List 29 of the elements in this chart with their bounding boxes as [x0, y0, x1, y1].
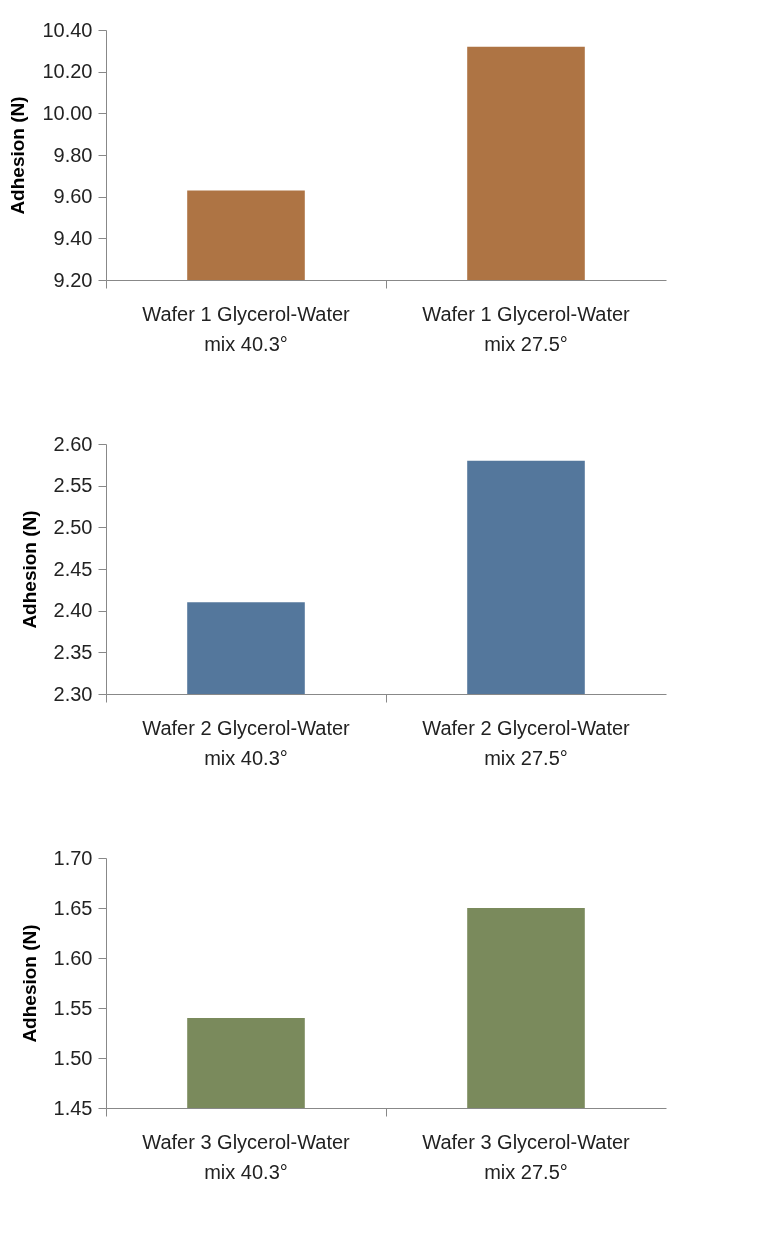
- x-tick-label: Wafer 3 Glycerol-Water mix 40.3°: [142, 1130, 351, 1183]
- y-tick-label: 1.65: [53, 896, 93, 919]
- y-axis-title: Adhesion (N): [18, 510, 40, 629]
- x-tick-label: Wafer 1 Glycerol-Water mix 40.3°: [142, 302, 351, 355]
- y-tick-label: 9.60: [53, 185, 93, 208]
- x-tick-label: Wafer 2 Glycerol-Water mix 40.3°: [142, 716, 351, 769]
- y-tick-label: 9.20: [53, 268, 93, 291]
- y-axis-title: Adhesion (N): [7, 96, 29, 215]
- y-tick-label: 10.40: [42, 18, 93, 41]
- x-tick-label: Wafer 1 Glycerol-Water mix 27.5°: [422, 302, 631, 355]
- y-tick-label: 2.60: [53, 432, 93, 455]
- y-tick-label: 2.50: [53, 515, 93, 538]
- y-tick-label: 1.55: [53, 996, 93, 1019]
- y-tick-label: 1.70: [53, 846, 93, 869]
- x-tick-label: Wafer 3 Glycerol-Water mix 27.5°: [422, 1130, 631, 1183]
- y-tick-label: 2.40: [53, 599, 93, 622]
- y-tick-label: 1.60: [53, 946, 93, 969]
- y-tick-label: 1.45: [53, 1096, 93, 1119]
- y-tick-label: 1.50: [53, 1046, 93, 1069]
- y-tick-label: 2.45: [53, 557, 93, 580]
- y-tick-label: 9.80: [53, 143, 93, 166]
- y-tick-label: 2.35: [53, 640, 93, 663]
- y-tick-label: 2.30: [53, 682, 93, 705]
- y-axis-title: Adhesion (N): [18, 924, 40, 1043]
- y-tick-label: 10.20: [42, 60, 93, 83]
- y-tick-label: 9.40: [53, 226, 93, 249]
- x-tick-label: Wafer 2 Glycerol-Water mix 27.5°: [422, 716, 631, 769]
- y-tick-label: 2.55: [53, 474, 93, 497]
- y-tick-label: 10.00: [42, 101, 93, 124]
